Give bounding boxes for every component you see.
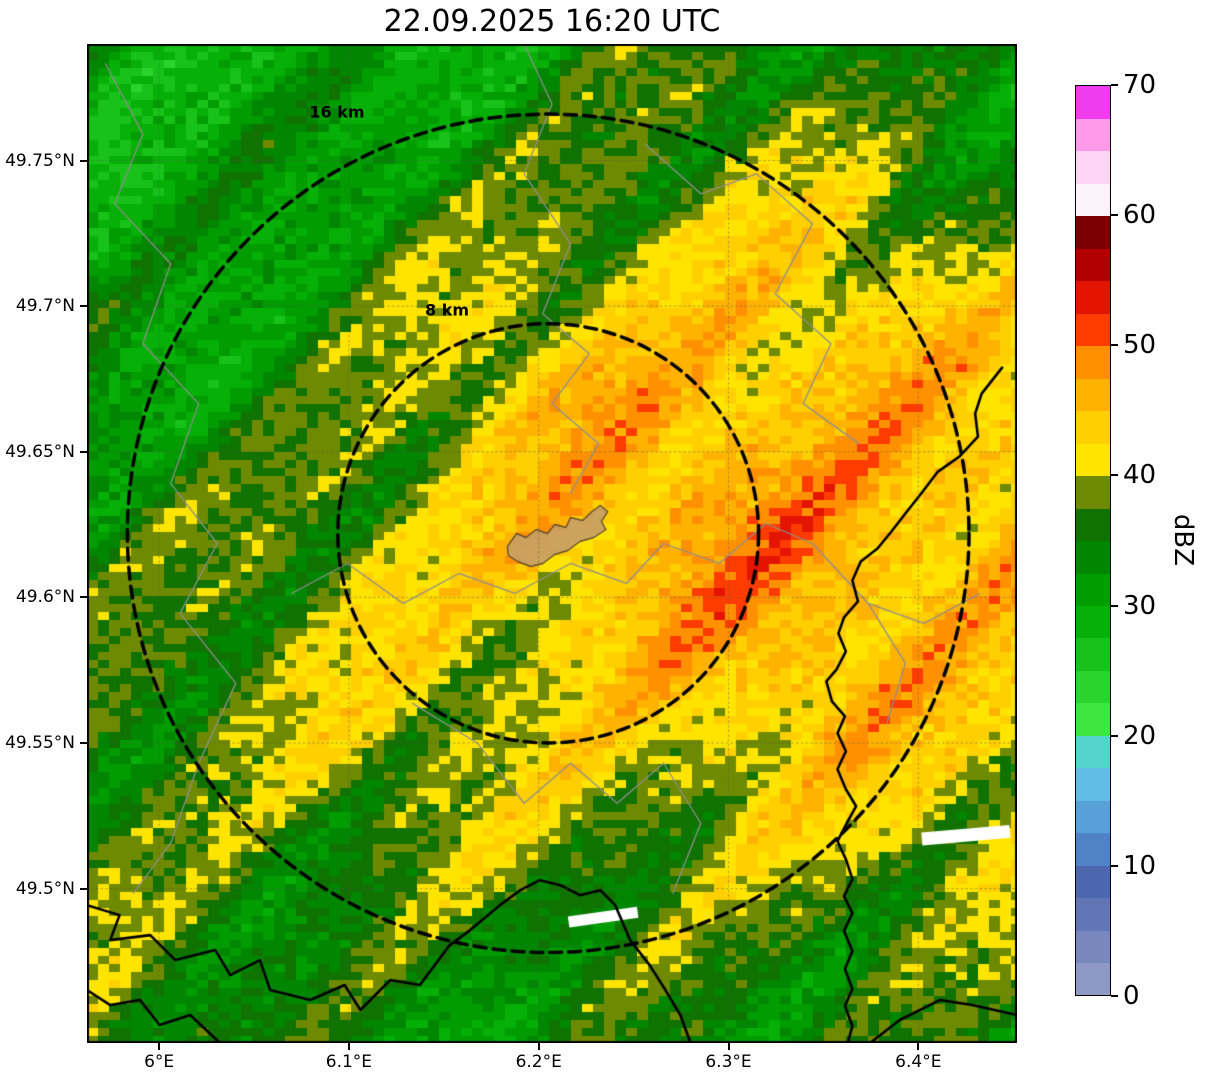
colorbar-segment [1076,897,1110,931]
x-tick-label: 6.1°E [325,1052,373,1072]
colorbar-segment [1076,118,1110,152]
colorbar-tick-mark [1111,604,1118,607]
colorbar-segment [1076,702,1110,736]
colorbar-tick-mark [1111,84,1118,86]
colorbar-segment [1076,930,1110,964]
x-tick-mark [917,1043,920,1050]
y-tick-label: 49.5°N [15,878,75,899]
colorbar-tick-label: 30 [1123,590,1157,621]
colorbar-tick-label: 10 [1123,850,1157,881]
y-tick-mark [80,450,87,453]
colorbar-segment [1076,865,1110,899]
radar-reflectivity-canvas [87,44,1017,1043]
x-tick-mark [727,1043,730,1050]
colorbar-segment [1076,670,1110,704]
chart-title: 22.09.2025 16:20 UTC [383,4,721,39]
colorbar-segment [1076,572,1110,606]
y-tick-mark [80,887,87,890]
colorbar-tick-mark [1111,474,1118,477]
x-tick-label: 6.4°E [895,1052,942,1072]
colorbar-tick-mark [1111,995,1118,997]
y-tick-label: 49.7°N [15,296,75,317]
colorbar-segment [1076,767,1110,801]
x-tick-label: 6.2°E [515,1052,562,1072]
colorbar-tick-label: 60 [1123,200,1157,231]
colorbar-segment [1076,313,1110,347]
y-tick-label: 49.6°N [15,587,75,608]
colorbar-segment [1076,443,1110,477]
y-tick-mark [80,742,87,744]
colorbar-segment [1076,832,1110,866]
range-ring-label-8km: 8 km [424,300,470,320]
plot-area [87,44,1017,1043]
x-tick-mark [537,1043,540,1050]
colorbar-segment [1076,410,1110,444]
x-tick-mark [347,1043,350,1050]
colorbar-tick-label: 0 [1123,981,1140,1011]
colorbar-segment [1076,183,1110,217]
colorbar-segment [1076,378,1110,412]
y-tick-label: 49.65°N [5,441,75,462]
colorbar-segment [1076,508,1110,542]
colorbar-tick-mark [1111,214,1118,217]
colorbar-segment [1076,248,1110,282]
colorbar-segment [1076,540,1110,574]
colorbar-segment [1076,475,1110,509]
colorbar-tick-label: 50 [1123,330,1157,361]
colorbar-segment [1076,345,1110,379]
colorbar-segment [1076,215,1110,249]
y-tick-mark [80,159,87,162]
range-ring-label-16km: 16 km [309,102,365,122]
colorbar-segment [1076,605,1110,639]
y-tick-mark [80,596,87,599]
x-tick-mark [158,1043,161,1050]
y-tick-mark [80,305,87,308]
colorbar-segment [1076,150,1110,184]
colorbar-tick-mark [1111,734,1118,737]
colorbar-segment [1076,280,1110,314]
y-tick-label: 49.55°N [5,733,75,753]
colorbar-segment [1076,735,1110,769]
colorbar-tick-label: 40 [1123,460,1157,491]
colorbar-tick-mark [1111,344,1118,347]
colorbar-tick-label: 20 [1123,720,1157,751]
x-tick-label: 6°E [144,1052,175,1072]
colorbar-segment [1076,800,1110,834]
colorbar [1075,85,1111,996]
colorbar-tick-label: 70 [1123,70,1157,100]
x-tick-label: 6.3°E [705,1052,752,1072]
colorbar-segment [1076,86,1110,119]
colorbar-segments [1076,86,1110,995]
colorbar-tick-mark [1111,864,1118,867]
y-tick-label: 49.75°N [5,150,75,171]
colorbar-segment [1076,637,1110,671]
colorbar-segment [1076,962,1110,995]
colorbar-label: dBZ [1168,513,1198,567]
